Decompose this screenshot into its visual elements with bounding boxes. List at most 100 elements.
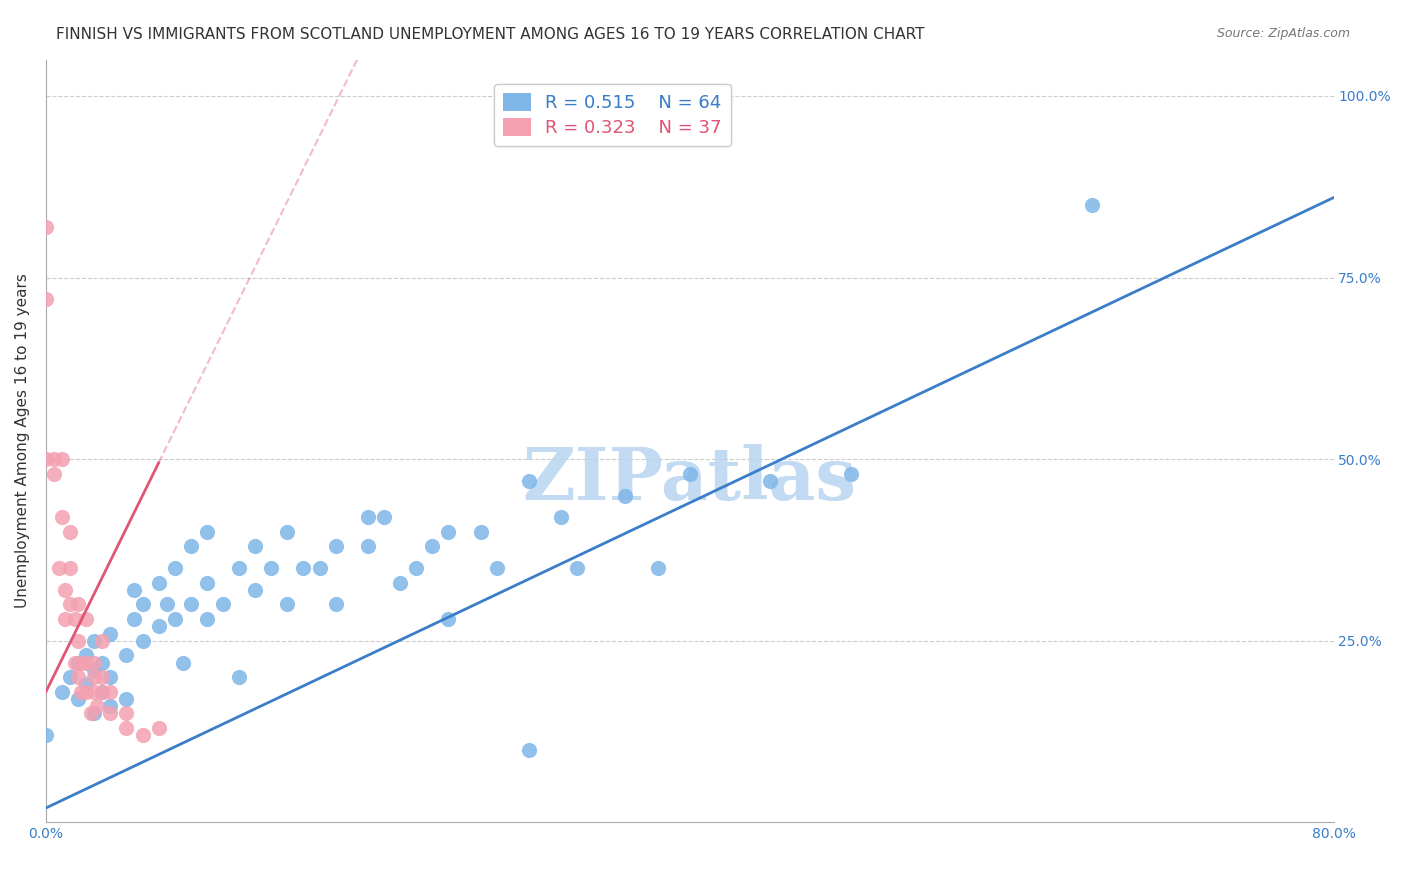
Point: [83, 656, 105, 670]
Point: [42, 452, 65, 467]
Point: [156, 598, 179, 612]
Point: [91, 684, 114, 698]
Text: Source: ZipAtlas.com: Source: ZipAtlas.com: [1216, 27, 1350, 40]
Point: [245, 540, 267, 554]
Point: [86, 699, 108, 714]
Point: [59, 561, 82, 575]
Point: [80, 706, 103, 721]
Point: [83, 670, 105, 684]
Point: [115, 721, 138, 735]
Point: [75, 684, 97, 698]
Point: [517, 743, 540, 757]
Point: [98, 706, 121, 721]
Point: [83, 684, 105, 698]
Point: [91, 684, 114, 698]
Point: [131, 598, 153, 612]
Point: [67, 692, 90, 706]
Point: [83, 633, 105, 648]
Point: [148, 721, 170, 735]
Point: [59, 524, 82, 539]
Point: [70, 684, 93, 698]
Point: [124, 612, 146, 626]
Point: [59, 670, 82, 684]
Point: [212, 598, 235, 612]
Point: [679, 467, 702, 481]
Point: [48, 561, 70, 575]
Point: [357, 540, 380, 554]
Point: [437, 612, 460, 626]
Point: [437, 524, 460, 539]
Point: [148, 619, 170, 633]
Point: [245, 582, 267, 597]
Point: [98, 684, 121, 698]
Point: [614, 489, 637, 503]
Point: [647, 561, 669, 575]
Point: [1081, 198, 1104, 212]
Point: [35, 728, 58, 742]
Point: [75, 677, 97, 691]
Point: [420, 540, 443, 554]
Point: [172, 656, 194, 670]
Point: [163, 612, 186, 626]
Point: [35, 452, 58, 467]
Point: [63, 656, 86, 670]
Point: [75, 612, 97, 626]
Point: [195, 524, 218, 539]
Point: [115, 706, 138, 721]
Point: [405, 561, 427, 575]
Point: [67, 598, 90, 612]
Point: [67, 670, 90, 684]
Point: [485, 561, 508, 575]
Point: [470, 524, 492, 539]
Point: [124, 582, 146, 597]
Point: [517, 474, 540, 488]
Point: [276, 524, 298, 539]
Point: [67, 656, 90, 670]
Point: [195, 575, 218, 590]
Point: [550, 510, 572, 524]
Point: [98, 626, 121, 640]
Point: [63, 612, 86, 626]
Point: [35, 293, 58, 307]
Point: [163, 561, 186, 575]
Point: [115, 648, 138, 663]
Point: [292, 561, 315, 575]
Point: [51, 452, 73, 467]
Point: [131, 633, 153, 648]
Point: [53, 612, 76, 626]
Point: [759, 474, 782, 488]
Point: [83, 663, 105, 677]
Point: [260, 561, 283, 575]
Point: [67, 633, 90, 648]
Point: [180, 540, 202, 554]
Point: [51, 684, 73, 698]
Point: [325, 598, 347, 612]
Point: [70, 656, 93, 670]
Text: ZIPatlas: ZIPatlas: [523, 443, 856, 515]
Point: [276, 598, 298, 612]
Point: [91, 656, 114, 670]
Point: [565, 561, 588, 575]
Text: FINNISH VS IMMIGRANTS FROM SCOTLAND UNEMPLOYMENT AMONG AGES 16 TO 19 YEARS CORRE: FINNISH VS IMMIGRANTS FROM SCOTLAND UNEM…: [56, 27, 925, 42]
Point: [228, 670, 250, 684]
Point: [83, 706, 105, 721]
Point: [195, 612, 218, 626]
Point: [98, 670, 121, 684]
Point: [59, 598, 82, 612]
Legend: R = 0.515    N = 64, R = 0.323    N = 37: R = 0.515 N = 64, R = 0.323 N = 37: [495, 84, 731, 146]
Y-axis label: Unemployment Among Ages 16 to 19 years: Unemployment Among Ages 16 to 19 years: [15, 274, 30, 608]
Point: [131, 728, 153, 742]
Point: [373, 510, 395, 524]
Point: [308, 561, 330, 575]
Point: [180, 598, 202, 612]
Point: [75, 648, 97, 663]
Point: [148, 575, 170, 590]
Point: [35, 219, 58, 234]
Point: [228, 561, 250, 575]
Point: [91, 670, 114, 684]
Point: [115, 692, 138, 706]
Point: [51, 510, 73, 524]
Point: [389, 575, 412, 590]
Point: [839, 467, 862, 481]
Point: [91, 633, 114, 648]
